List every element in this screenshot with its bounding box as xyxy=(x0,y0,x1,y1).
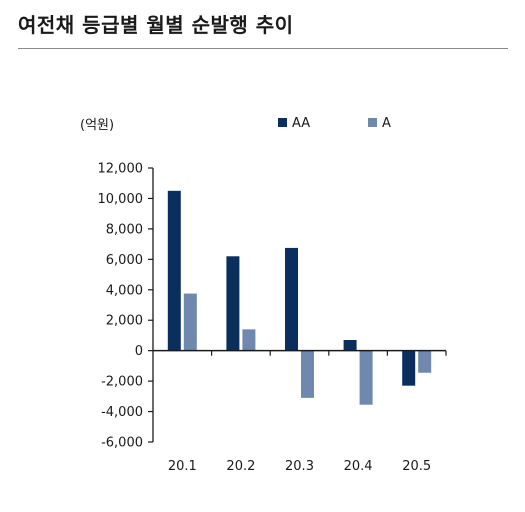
bar-aa-20.5 xyxy=(402,350,416,386)
y-tick-label: 6,000 xyxy=(106,253,143,268)
bar-a-20.3 xyxy=(301,350,314,398)
bars-group xyxy=(167,190,432,405)
x-tick-label: 20.2 xyxy=(226,459,255,474)
legend-swatch-aa xyxy=(278,118,287,127)
axes-group: 12,000 10,000 8,000 6,000 4,000 2,000 0 -2,000 -… xyxy=(98,162,447,474)
x-tick-label: 20.1 xyxy=(168,459,197,474)
y-tick-label: 10,000 xyxy=(98,192,144,207)
bar-aa-20.2 xyxy=(226,256,240,351)
y-unit-label: (억원) xyxy=(80,118,114,133)
bar-aa-20.3 xyxy=(285,247,298,351)
y-tick-label: 8,000 xyxy=(106,222,143,237)
bar-aa-20.1 xyxy=(167,190,181,351)
legend-label-a: A xyxy=(382,116,391,131)
x-tick-label: 20.3 xyxy=(285,459,314,474)
y-tick-label: -4,000 xyxy=(101,405,143,420)
chart-title: 여전채 등급별 월별 순발행 추이 xyxy=(18,13,294,37)
legend: AA A xyxy=(278,116,391,131)
legend-swatch-a xyxy=(368,118,377,127)
y-tick-label: 4,000 xyxy=(106,283,143,298)
bar-aa-20.4 xyxy=(343,340,357,351)
y-tick-label: 2,000 xyxy=(106,314,143,329)
y-tick-label: -6,000 xyxy=(101,436,143,451)
title-divider xyxy=(18,48,508,49)
bar-a-20.1 xyxy=(183,293,197,351)
bar-a-20.4 xyxy=(359,350,373,405)
bar-a-20.5 xyxy=(418,350,432,373)
x-tick-label: 20.4 xyxy=(344,459,373,474)
y-tick-label: -2,000 xyxy=(101,375,143,390)
y-tick-label: 0 xyxy=(135,344,143,359)
legend-label-aa: AA xyxy=(292,116,310,131)
y-tick-label: 12,000 xyxy=(98,162,144,177)
bar-a-20.2 xyxy=(242,329,256,351)
x-tick-label: 20.5 xyxy=(402,459,431,474)
